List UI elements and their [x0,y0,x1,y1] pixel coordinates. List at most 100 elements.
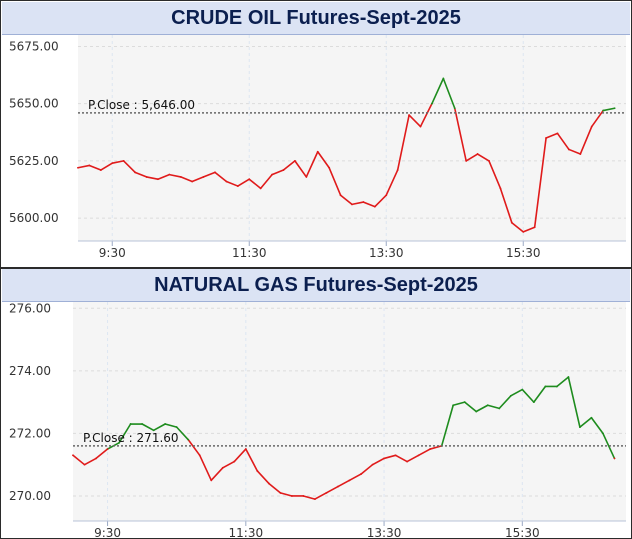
gas-x-tick-label: 13:30 [367,526,402,537]
gas-price-segment [256,470,270,485]
crude-price-point [373,205,376,208]
gas-price-point [360,473,362,475]
gas-x-tick-label: 11:30 [229,526,264,537]
gas-x-tick-label: 9:30 [94,526,121,537]
gas-price-point [210,479,213,482]
gas-price-point [325,491,328,494]
crude-price-segment [533,137,547,229]
gas-price-point [290,495,293,497]
gas-price-point [406,460,409,463]
crude-price-segment [122,160,136,174]
gas-price-segment [348,473,362,482]
crude-price-point [168,173,171,176]
crude-price-point [305,176,308,178]
crude-price-segment [328,166,342,197]
crude-price-segment [202,171,216,178]
crude-price-point [453,107,456,110]
crude-price-segment [351,201,365,206]
gas-price-point [129,423,132,425]
gas-price-segment [521,388,535,403]
gas-price-segment [533,385,547,403]
crude-price-segment [339,194,353,206]
crude-price-point [225,180,228,183]
crude-price-segment [579,125,593,155]
crude-price-point [316,150,319,153]
crude-price-segment [316,150,330,169]
crude-price-segment [419,102,433,128]
gas-price-segment [360,463,374,475]
gas-price-point [337,485,339,488]
crude-price-segment [511,221,525,233]
gas-price-segment [463,401,478,413]
gas-price-segment [486,404,501,410]
crude-price-point [271,173,273,176]
crude-pclose-label: P.Close : 5,646.00 [88,98,195,112]
gas-price-segment [440,404,454,447]
crude-price-point [259,187,262,190]
crude-y-tick-label: 5650.00 [9,97,59,111]
crude-price-point [214,171,216,174]
gas-price-point [590,416,593,419]
gas-price-segment [118,423,132,444]
gas-price-segment [452,401,466,407]
gas-price-point [544,385,547,388]
gas-price-point [509,394,512,397]
crude-price-point [339,194,342,197]
crude-price-segment [545,132,559,139]
gas-price-segment [152,423,166,432]
crude-price-segment [168,173,182,178]
gas-price-point [579,426,581,429]
crude-price-point [202,176,205,178]
crude-price-point [419,125,422,128]
gas-price-segment [556,376,570,388]
crude-price-point [385,194,388,197]
gas-price-segment [371,457,385,466]
crude-price-segment [442,77,456,110]
crude-price-segment [453,107,467,162]
crude-price-point [613,107,616,110]
crude-price-segment [408,114,422,128]
gas-price-point [187,438,190,441]
gas-price-segment [72,454,86,466]
crude-price-segment [134,171,148,178]
gas-y-tick-label: 270.00 [9,489,51,503]
crude-y-tick-label: 5600.00 [9,211,59,225]
gas-price-point [221,466,224,469]
crude-y-tick-label: 5675.00 [9,39,59,53]
crude-price-segment [225,180,239,187]
gas-price-segment [337,479,351,488]
gas-price-segment [198,454,213,482]
crude-price-point [442,77,445,80]
gas-y-tick-label: 276.00 [9,302,51,315]
crude-price-segment [522,226,536,233]
crude-price-segment [237,178,251,187]
crude-price-point [568,148,570,151]
crude-price-point [294,159,296,162]
gas-price-segment [498,395,512,410]
gas-price-point [429,448,432,450]
crude-price-point [99,169,102,171]
gas-price-segment [187,438,201,457]
crude-price-point [510,221,513,224]
crude-price-segment [111,160,125,164]
panel-divider [1,267,631,269]
crude-price-point [145,176,148,178]
crude-price-segment [476,153,490,162]
gas-price-segment [383,454,397,460]
gas-price-point [602,432,604,435]
gas-pclose-label: P.Close : 271.60 [83,431,179,445]
crude-price-point [88,164,91,167]
gas-price-point [417,454,420,457]
gas-price-segment [221,460,236,469]
gas-price-point [106,448,109,450]
gas-price-segment [141,423,155,432]
gas-y-tick-label: 272.00 [9,426,51,440]
gas-price-segment [164,423,178,428]
crude-oil-chart: 5600.00 5625.00 5650.00 5675.00 9:30 11:30 13:… [9,35,626,260]
crude-price-segment [282,160,296,171]
crude-price-segment [100,162,114,171]
crude-price-point [476,153,479,155]
gas-price-segment [302,495,316,500]
crude-price-point [111,162,114,165]
